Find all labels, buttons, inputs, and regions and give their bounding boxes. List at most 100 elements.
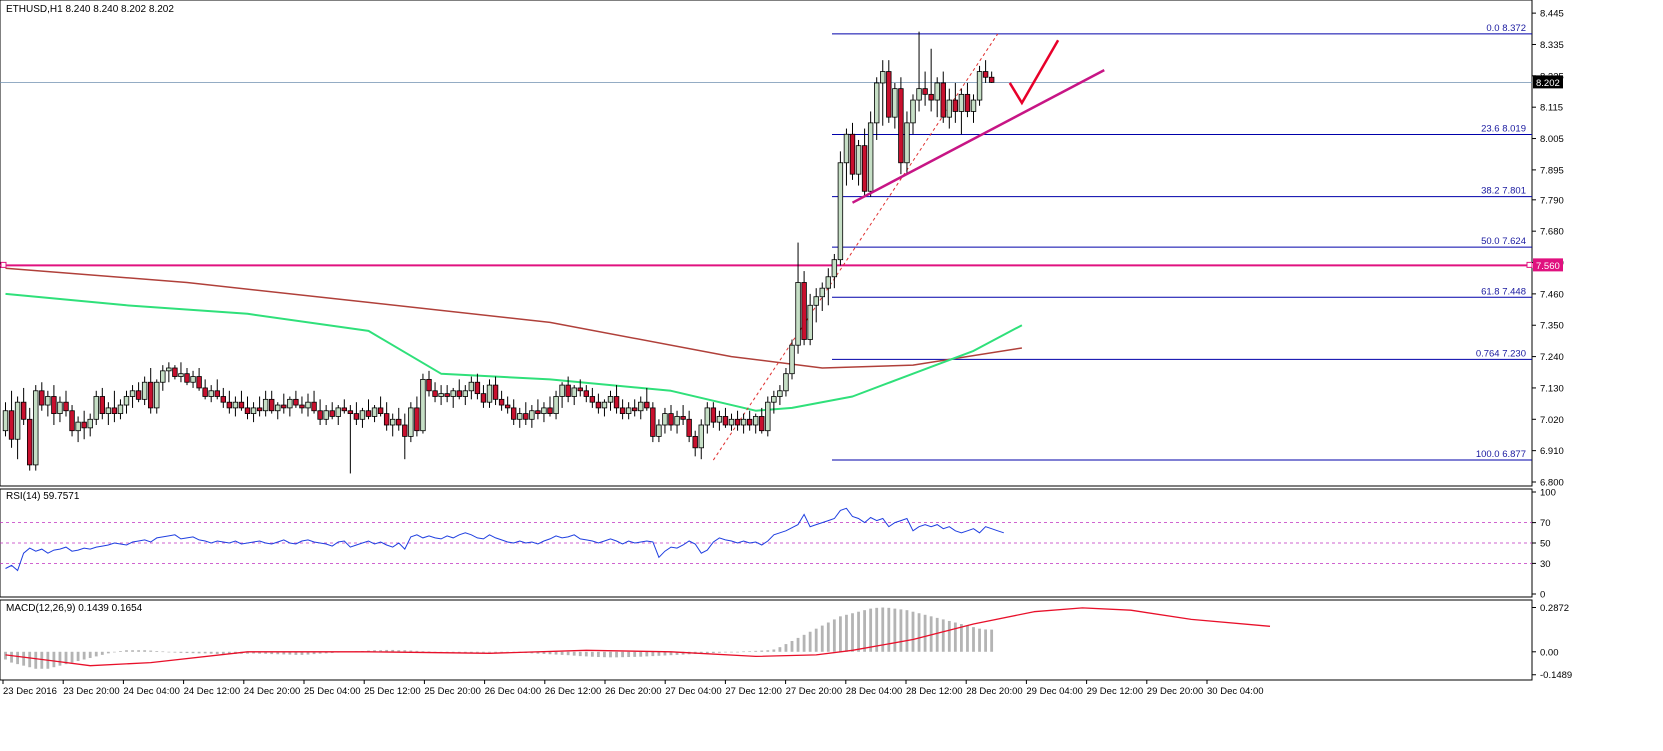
macd-histogram-bar (875, 607, 879, 652)
macd-histogram-bar (863, 610, 866, 652)
macd-histogram-bar (947, 620, 951, 652)
candle-body-down (547, 407, 553, 414)
candle (904, 111, 910, 175)
candle-body-down (402, 424, 408, 437)
candle (771, 390, 777, 414)
candle-body-down (220, 396, 226, 403)
macd-histogram-bar (814, 628, 818, 652)
macd-histogram-bar (28, 651, 32, 668)
candle (625, 402, 632, 420)
candle (867, 111, 874, 197)
candle-body-up (813, 296, 819, 306)
candle-body-down (63, 401, 69, 412)
candle (69, 405, 75, 437)
candle (498, 390, 505, 411)
macd-histogram-bar (482, 651, 485, 653)
candle-body-down (964, 93, 971, 112)
macd-histogram-bar (221, 651, 225, 655)
candle-body-up (154, 381, 160, 409)
candle-body-up (843, 133, 850, 164)
macd-histogram-bar (736, 651, 739, 653)
macd-histogram-bar (621, 651, 624, 658)
candle-body-up (87, 418, 93, 429)
candle (135, 382, 142, 403)
candle (402, 413, 408, 460)
macd-histogram-bar (276, 651, 280, 655)
candle-body-down (26, 418, 33, 466)
candle (305, 393, 311, 417)
macd-histogram-bar (427, 651, 431, 653)
candle (928, 48, 934, 112)
candle (492, 376, 499, 406)
candle-body-down (456, 390, 462, 397)
candle-body-up (934, 82, 940, 101)
macd-signal-line (5, 607, 1271, 667)
macd-histogram-bar (935, 617, 939, 652)
candle (329, 402, 335, 420)
candle-body-up (904, 122, 910, 164)
macd-histogram-bar (869, 608, 873, 652)
macd-histogram-bar (784, 644, 788, 652)
candle-body-up (910, 99, 916, 124)
price-y-tick-label: 8.445 (1540, 9, 1564, 20)
candle (976, 65, 983, 106)
macd-histogram-bar (494, 651, 497, 653)
macd-histogram-bar (155, 651, 159, 652)
macd-histogram-bar (270, 651, 274, 655)
macd-y-tick-label: -0.1489 (1540, 670, 1572, 681)
rsi-panel[interactable] (0, 488, 1533, 598)
time-axis-label: 28 Dec 12:00 (906, 686, 963, 697)
candle (692, 430, 698, 457)
candle-body-up (789, 344, 795, 375)
candle-body-down (474, 381, 481, 395)
candle-body-up (541, 407, 547, 414)
candle-body-up (57, 401, 63, 414)
macd-panel[interactable] (0, 599, 1533, 681)
macd-histogram-bar (70, 651, 74, 663)
candle-body-down (214, 390, 220, 397)
candle (740, 413, 747, 434)
ascending-trendline (851, 69, 1105, 204)
candle-body-up (529, 410, 535, 420)
candle-body-up (946, 99, 952, 118)
candle (160, 365, 166, 391)
price-y-tick-label: 7.680 (1540, 227, 1564, 238)
candle (958, 88, 965, 135)
candle (214, 379, 220, 400)
candle (111, 390, 118, 423)
price-layer: 0.0 8.372 23.6 8.019 38.2 7.801 50.0 7.624 6… (0, 23, 1533, 474)
macd-histogram-bar (125, 650, 128, 652)
candle-body-up (178, 373, 184, 377)
macd-histogram-bar (536, 651, 540, 654)
macd-histogram-bar (403, 650, 407, 652)
candle-body-up (438, 393, 444, 397)
candle (256, 396, 263, 417)
candle (783, 367, 789, 397)
macd-histogram-bar (651, 651, 655, 657)
macd-histogram-bar (318, 651, 322, 654)
macd-histogram-bar (808, 631, 812, 652)
candle (892, 82, 898, 129)
macd-histogram-bar (966, 625, 969, 652)
candle (335, 405, 341, 425)
candle-body-up (232, 401, 239, 409)
candle-body-down (268, 398, 275, 412)
candle-body-down (619, 407, 626, 414)
candle (275, 402, 281, 420)
candle-body-down (8, 410, 15, 440)
candle-body-down (111, 407, 118, 414)
macd-histogram-bar (246, 651, 249, 654)
candle-body-down (644, 401, 650, 409)
candle (129, 385, 136, 408)
candle-body-down (256, 407, 263, 412)
macd-histogram-bar (4, 651, 7, 660)
rsi-y-tick-label: 30 (1540, 559, 1551, 570)
macd-histogram-bar (179, 651, 183, 653)
axis-layer: 8.4458.3358.2258.1158.0057.8957.7907.680… (2, 9, 1572, 697)
macd-histogram-bar (742, 651, 745, 653)
time-axis-label: 24 Dec 12:00 (184, 686, 241, 697)
macd-histogram-bar (300, 651, 304, 655)
macd-histogram-bar (839, 616, 842, 652)
time-axis-label: 23 Dec 20:00 (63, 686, 120, 697)
